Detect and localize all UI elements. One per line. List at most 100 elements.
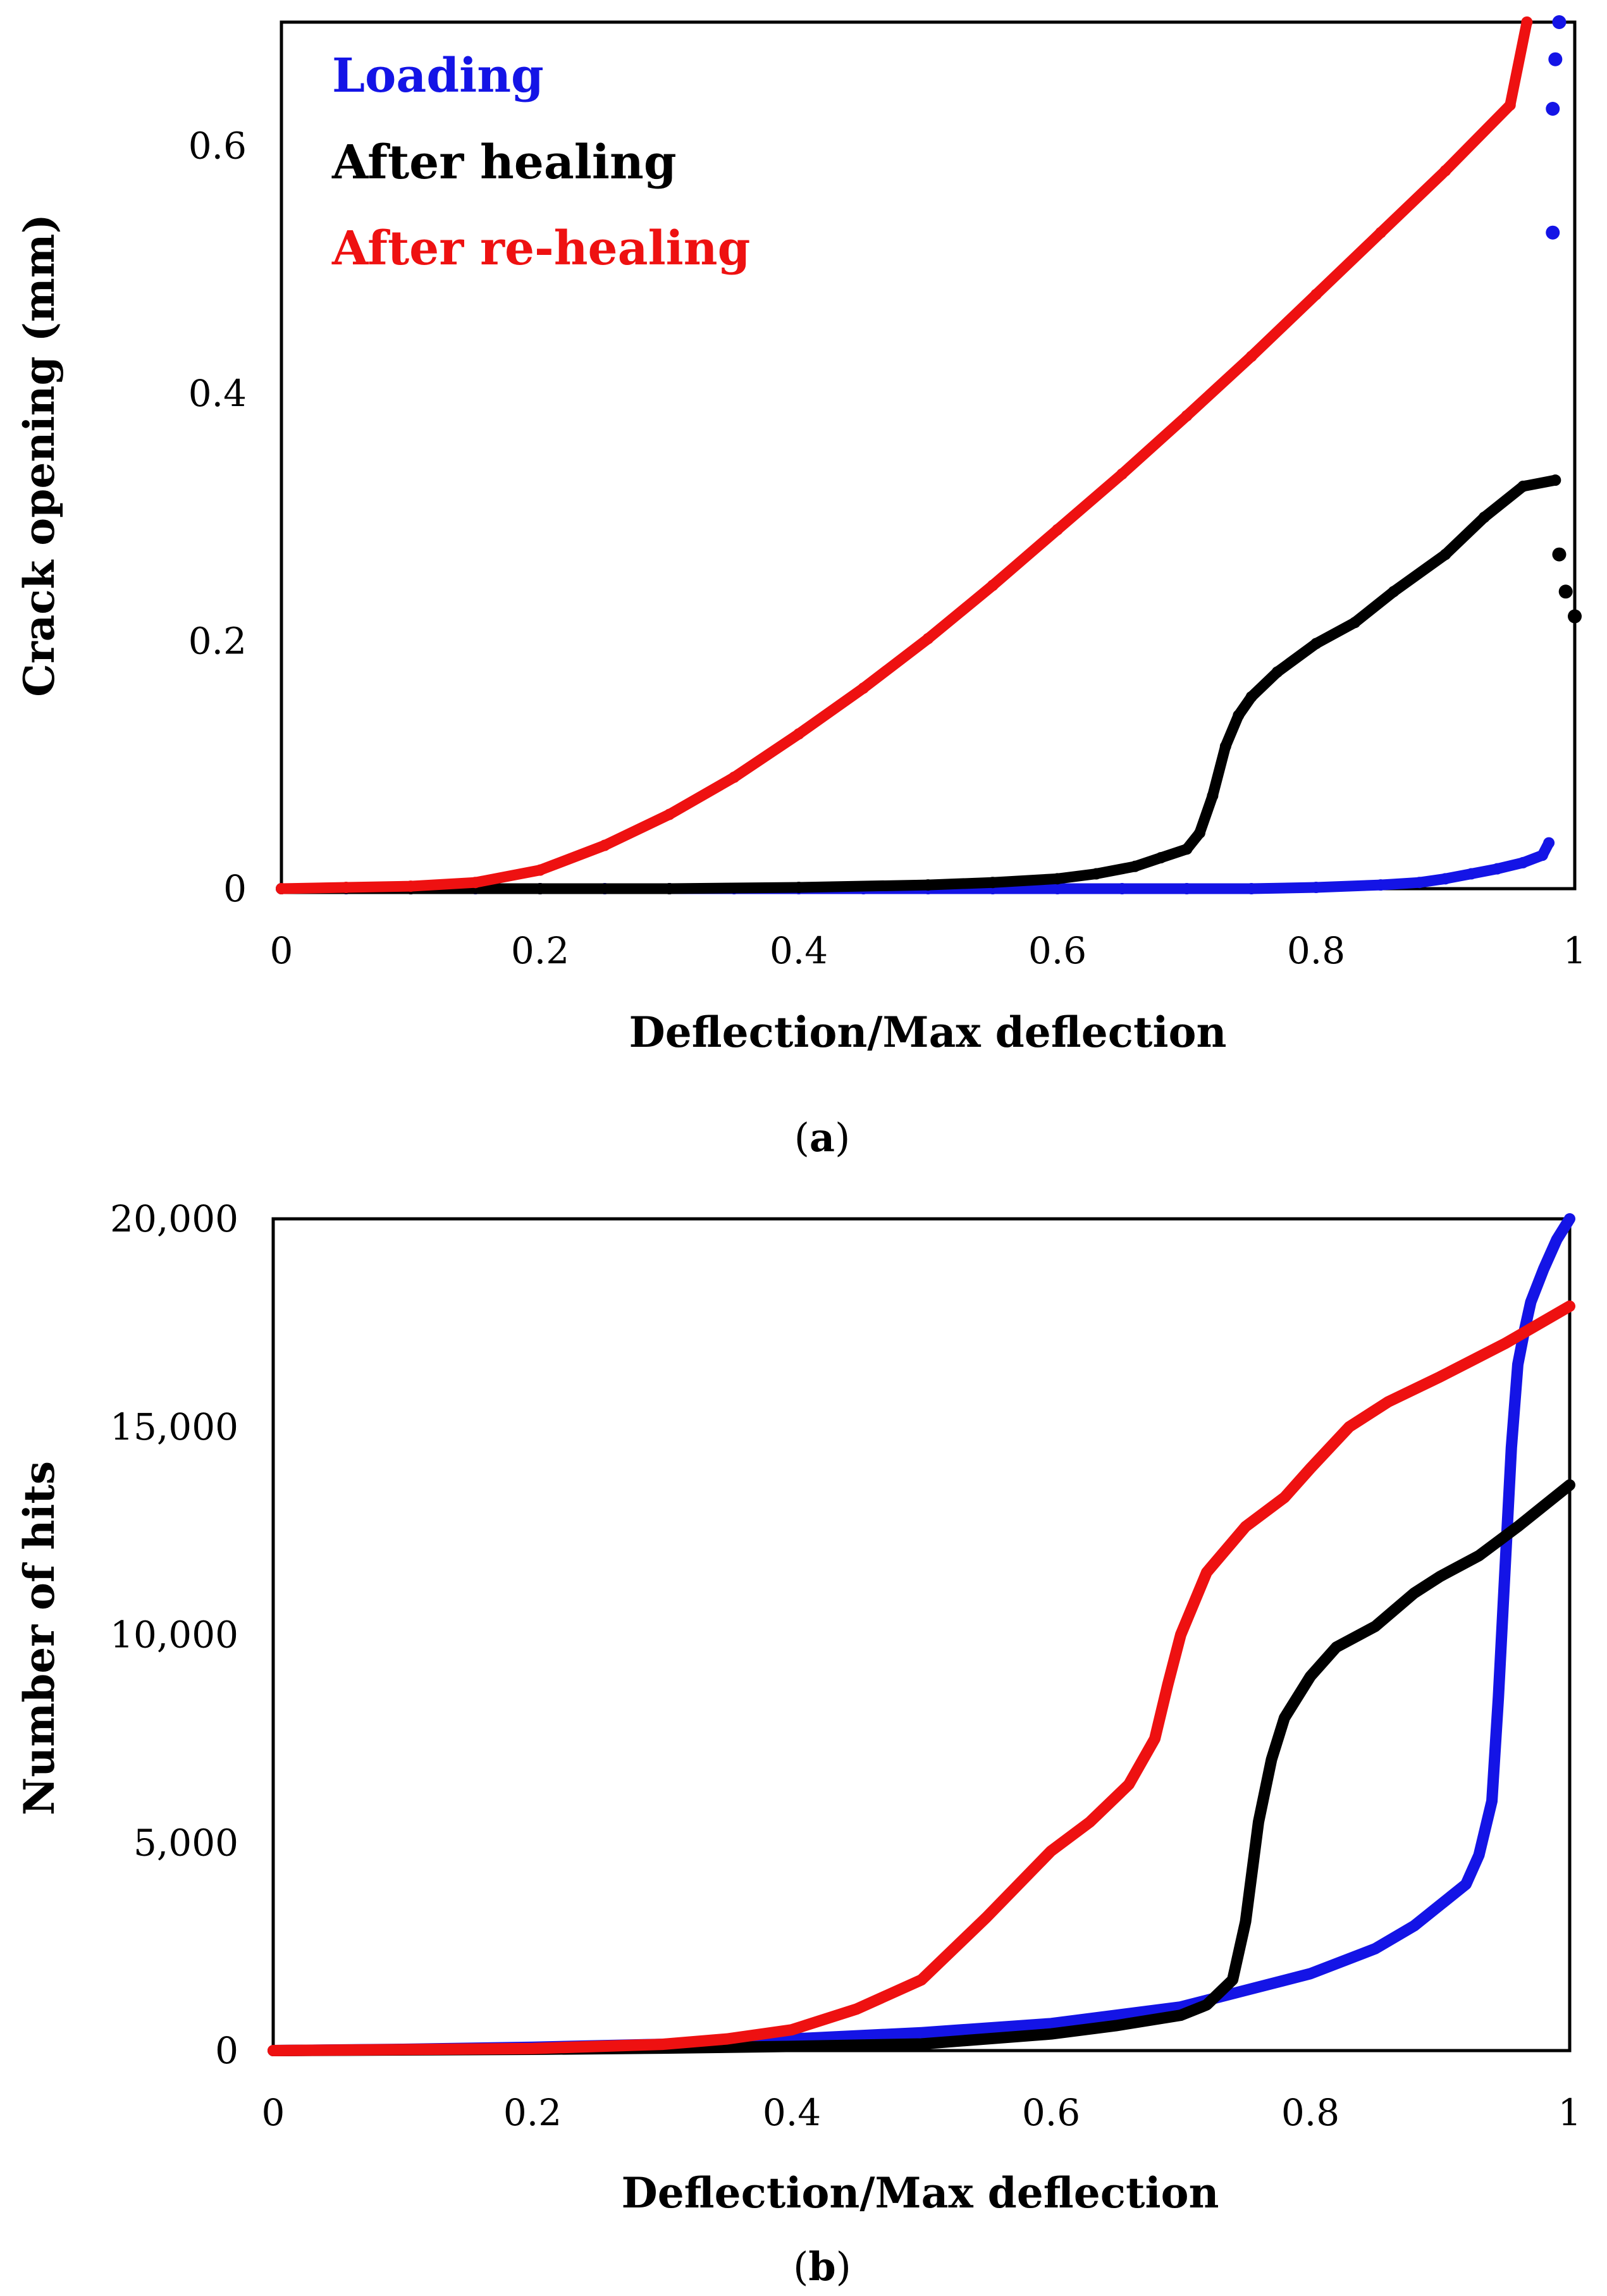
data-point [1388, 586, 1400, 598]
data-point [1375, 879, 1387, 891]
data-marks-a [276, 15, 1582, 894]
data-point [1090, 868, 1102, 880]
data-point [1155, 852, 1167, 864]
data-point [405, 880, 417, 892]
data-point [1487, 1796, 1497, 1806]
data-point [469, 877, 481, 889]
data-point [987, 579, 999, 591]
data-point [1310, 638, 1322, 650]
data-point [1124, 1779, 1134, 1790]
data-point [1279, 1492, 1290, 1503]
data-point [1245, 691, 1257, 703]
data-point [1558, 584, 1573, 599]
y-tick-label: 10,000 [110, 1614, 238, 1657]
data-point [1439, 164, 1451, 176]
data-point [1046, 1846, 1056, 1856]
data-point [1413, 877, 1425, 889]
data-point [276, 883, 287, 894]
x-tick-label: 0.2 [511, 929, 569, 972]
data-point [527, 2043, 538, 2054]
data-point [916, 1975, 927, 1985]
data-point [1525, 1297, 1536, 1307]
legend-after-re-healing: After re-healing [331, 221, 750, 276]
data-point [1279, 1713, 1290, 1723]
y-tick-label: 0 [223, 867, 247, 910]
data-point [1176, 2010, 1186, 2021]
data-point [787, 2041, 797, 2052]
x-tick-label: 1 [1563, 929, 1587, 972]
data-point [1046, 2018, 1056, 2029]
data-point [268, 2046, 278, 2056]
data-marks-b [268, 1213, 1575, 2056]
data-point [1435, 1371, 1445, 1382]
y-tick-labels-b: 0 5,000 10,000 15,000 20,000 [110, 1197, 238, 2072]
data-point [663, 883, 675, 894]
data-point [1202, 1567, 1212, 1577]
data-point [1409, 1920, 1419, 1931]
data-point [1245, 883, 1257, 894]
data-point [1536, 849, 1548, 861]
data-point [728, 771, 740, 783]
data-point [340, 882, 352, 894]
data-point [1465, 868, 1477, 880]
data-point [1240, 1985, 1251, 1996]
data-point [1181, 883, 1193, 894]
x-tick-label: 0.2 [503, 2091, 562, 2134]
data-point [1543, 837, 1555, 849]
panel-a-crack-opening-chart: 0 0.2 0.4 0.6 0 0.2 0.4 0.6 0.8 1 Deflection/Max… [15, 15, 1586, 1161]
data-point [1085, 1817, 1095, 1827]
y-tick-label: 0 [215, 2029, 238, 2072]
x-tick-labels-b: 0 0.2 0.4 0.6 0.8 1 [262, 2091, 1582, 2134]
data-point [922, 633, 934, 645]
data-point [1513, 1521, 1523, 1532]
data-point [1046, 2028, 1056, 2039]
data-point [1305, 1463, 1315, 1474]
data-point [534, 883, 546, 894]
data-point [1233, 710, 1245, 721]
data-point [1245, 350, 1257, 362]
data-point [1129, 860, 1141, 872]
data-point [1521, 16, 1533, 28]
y-tick-label: 0.4 [188, 372, 247, 415]
data-point [1052, 873, 1063, 885]
data-point [1111, 2020, 1121, 2031]
data-point [1565, 1214, 1575, 1224]
data-point [1439, 548, 1451, 560]
y-tick-label: 20,000 [110, 1197, 238, 1240]
data-point [1493, 1692, 1504, 1703]
x-tick-label: 1 [1558, 2091, 1582, 2134]
data-point [1176, 1629, 1186, 1640]
data-point [1499, 1338, 1510, 1349]
x-tick-labels-a: 0 0.2 0.4 0.6 0.8 1 [270, 929, 1587, 972]
data-point [1116, 883, 1128, 894]
data-point [1435, 1571, 1445, 1582]
data-point [922, 879, 934, 891]
data-point [1517, 856, 1529, 868]
plot-frame-b [271, 1217, 1572, 2052]
data-point [1539, 1263, 1549, 1274]
data-point [1506, 1442, 1517, 1453]
y-tick-label: 15,000 [110, 1405, 238, 1448]
data-point [1240, 1916, 1251, 1927]
data-point [1305, 1671, 1315, 1682]
panel-caption-a: (a) [794, 1114, 851, 1161]
legend-loading: Loading [332, 49, 544, 103]
x-tick-label: 0.4 [770, 929, 828, 972]
data-point [1271, 666, 1283, 678]
data-point [1150, 1733, 1160, 1744]
data-point [1474, 1550, 1484, 1561]
x-tick-label: 0.4 [763, 2091, 821, 2134]
data-point [1370, 1621, 1381, 1632]
data-point [1116, 468, 1128, 480]
data-point [793, 728, 804, 740]
data-point [1219, 740, 1231, 752]
data-point [916, 2027, 927, 2038]
x-tick-label: 0 [262, 2091, 285, 2134]
data-point [657, 2039, 667, 2050]
y-tick-label: 0.6 [188, 125, 247, 168]
data-point [1474, 1849, 1484, 1860]
data-point [1478, 511, 1490, 523]
data-point [858, 682, 870, 694]
data-point [1568, 609, 1582, 624]
